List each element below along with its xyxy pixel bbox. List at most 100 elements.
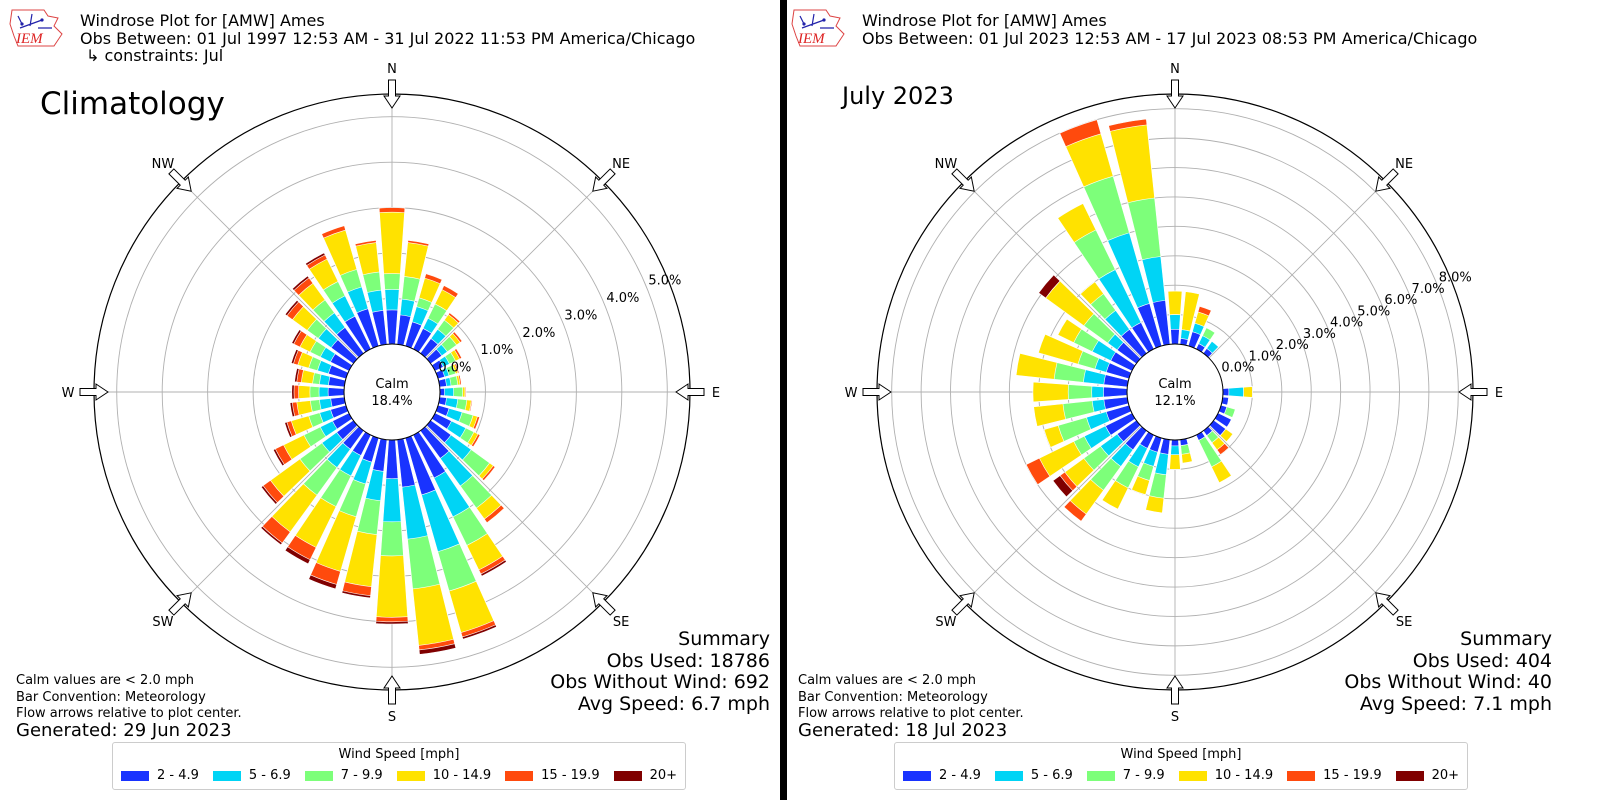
summary-obs-used: Obs Used: 404 xyxy=(1412,649,1552,672)
radial-tick-label: 5.0% xyxy=(1357,304,1390,319)
summary-heading: Summary xyxy=(1460,628,1552,650)
calm-circle xyxy=(1126,343,1224,441)
note-flow-arrows: Flow arrows relative to plot center. xyxy=(798,706,1024,721)
note-calm: Calm values are < 2.0 mph xyxy=(798,673,977,688)
legend-label: 15 - 19.9 xyxy=(541,768,600,783)
legend-label: 5 - 6.9 xyxy=(248,768,291,783)
flow-arrow-icon xyxy=(675,383,705,401)
radial-tick-label: 0.0% xyxy=(1221,361,1254,376)
radial-tick-label: 1.0% xyxy=(480,343,513,358)
summary-obs-without-wind: Obs Without Wind: 692 xyxy=(550,671,770,693)
windrose-bar xyxy=(385,439,399,479)
calm-label: Calm xyxy=(1158,377,1191,392)
direction-label: NW xyxy=(152,157,175,172)
legend-title: Wind Speed [mph] xyxy=(1120,747,1242,762)
calm-circle xyxy=(343,343,441,441)
windrose-panel-july-2023: IEM Windrose Plot for [AMW] Ames Obs Bet… xyxy=(782,0,1562,800)
chart-title: Windrose Plot for [AMW] Ames xyxy=(80,11,325,30)
legend-item: 20+ xyxy=(613,768,678,783)
legend-swatch xyxy=(304,770,333,781)
windrose-panel-climatology: IEM Windrose Plot for [AMW] Ames Obs Bet… xyxy=(0,0,780,800)
constraints-text: ↳ constraints: Jul xyxy=(86,46,224,65)
grid-spoke xyxy=(425,180,604,359)
radial-tick-label: 4.0% xyxy=(1330,316,1363,331)
wind-speed-legend: Wind Speed [mph] 2 - 4.9 5 - 6.9 7 - 9.9 10… xyxy=(112,742,686,790)
windrose-plot: Calm 18.4% 0.0% 1.0% 2.0% 3.0% 4.0% 5.0% N NE E SE S… xyxy=(62,62,721,725)
legend-item: 7 - 9.9 xyxy=(1086,768,1165,783)
note-bar-convention: Bar Convention: Meteorology xyxy=(798,689,988,705)
legend-swatch xyxy=(1287,770,1316,781)
panel-big-title: Climatology xyxy=(40,86,225,122)
legend-swatch xyxy=(994,770,1023,781)
grid-spoke xyxy=(425,425,604,604)
flow-arrow-icon xyxy=(79,383,109,401)
flow-arrow-icon xyxy=(1375,168,1399,192)
summary-obs-used: Obs Used: 18786 xyxy=(606,649,770,672)
legend-label: 20+ xyxy=(1431,768,1460,783)
windrose-plot: Calm 12.1% 0.0%1.0%2.0%3.0%4.0%5.0%6.0%7.0… xyxy=(845,62,1504,725)
summary-block: Summary Obs Used: 18786 Obs Without Wind… xyxy=(550,628,770,715)
legend-label: 2 - 4.9 xyxy=(938,768,981,783)
radial-tick-label: 2.0% xyxy=(1276,338,1309,353)
direction-label: E xyxy=(1495,386,1503,401)
summary-avg-speed: Avg Speed: 6.7 mph xyxy=(577,692,770,715)
legend-swatch xyxy=(396,770,425,781)
legend-item: 20+ xyxy=(1395,768,1460,783)
direction-label: SE xyxy=(1396,615,1412,630)
grid-spoke xyxy=(180,180,359,359)
legend-swatch xyxy=(120,770,149,781)
direction-label: SW xyxy=(935,615,956,630)
windrose-bar xyxy=(1170,439,1180,447)
wind-speed-legend: Wind Speed [mph] 2 - 4.9 5 - 6.9 7 - 9.9 10… xyxy=(894,742,1468,790)
iem-logo-icon: IEM xyxy=(791,9,845,47)
legend-item: 15 - 19.9 xyxy=(1287,768,1382,783)
notes-block: Calm values are < 2.0 mph Bar Convention… xyxy=(798,673,1024,723)
windrose-bar xyxy=(1103,386,1128,398)
note-calm: Calm values are < 2.0 mph xyxy=(16,673,195,688)
radial-tick-label: 7.0% xyxy=(1412,282,1445,297)
legend-label: 7 - 9.9 xyxy=(1122,768,1165,783)
note-bar-convention: Bar Convention: Meteorology xyxy=(16,689,206,705)
legend-label: 20+ xyxy=(649,768,678,783)
flow-arrow-icon xyxy=(592,168,616,192)
direction-label: SE xyxy=(613,615,629,630)
legend-item: 15 - 19.9 xyxy=(505,768,600,783)
chart-title: Windrose Plot for [AMW] Ames xyxy=(862,11,1107,30)
radial-tick-label: 5.0% xyxy=(648,274,681,289)
radial-tick-label: 6.0% xyxy=(1384,293,1417,308)
flow-arrow-icon xyxy=(168,592,192,616)
obs-between-text: Obs Between: 01 Jul 1997 12:53 AM - 31 J… xyxy=(80,29,696,48)
flow-arrow-icon xyxy=(1166,79,1184,109)
radial-tick-label: 1.0% xyxy=(1249,349,1282,364)
legend-label: 15 - 19.9 xyxy=(1323,768,1382,783)
legend-item: 7 - 9.9 xyxy=(304,768,383,783)
legend-swatch xyxy=(212,770,241,781)
direction-label: NE xyxy=(1395,157,1413,172)
legend-label: 10 - 14.9 xyxy=(432,768,492,783)
flow-arrow-icon xyxy=(951,592,975,616)
flow-arrow-icon xyxy=(168,168,192,192)
radial-tick-label: 2.0% xyxy=(522,326,555,341)
summary-block: Summary Obs Used: 404 Obs Without Wind: … xyxy=(1344,628,1552,715)
windrose-bar xyxy=(439,388,445,396)
direction-label: S xyxy=(1171,710,1179,725)
flow-arrow-icon xyxy=(1166,675,1184,705)
obs-between-text: Obs Between: 01 Jul 2023 12:53 AM - 17 J… xyxy=(862,29,1478,48)
calm-label: Calm xyxy=(375,377,408,392)
grid-spoke xyxy=(1208,425,1387,604)
calm-value: 18.4% xyxy=(371,394,412,409)
panel-divider xyxy=(780,0,787,800)
flow-arrow-icon xyxy=(862,383,892,401)
legend-label: 2 - 4.9 xyxy=(156,768,199,783)
direction-label: W xyxy=(62,386,75,401)
legend-item: 10 - 14.9 xyxy=(1178,768,1273,783)
windrose-bar xyxy=(327,387,345,397)
windrose-bar xyxy=(1170,328,1180,345)
windrose-bar xyxy=(330,396,346,408)
calm-value: 12.1% xyxy=(1154,394,1195,409)
grid-spoke xyxy=(963,425,1142,604)
note-flow-arrows: Flow arrows relative to plot center. xyxy=(16,706,242,721)
svg-text:IEM: IEM xyxy=(15,31,44,47)
legend-item: 5 - 6.9 xyxy=(212,768,291,783)
direction-label: S xyxy=(388,710,396,725)
